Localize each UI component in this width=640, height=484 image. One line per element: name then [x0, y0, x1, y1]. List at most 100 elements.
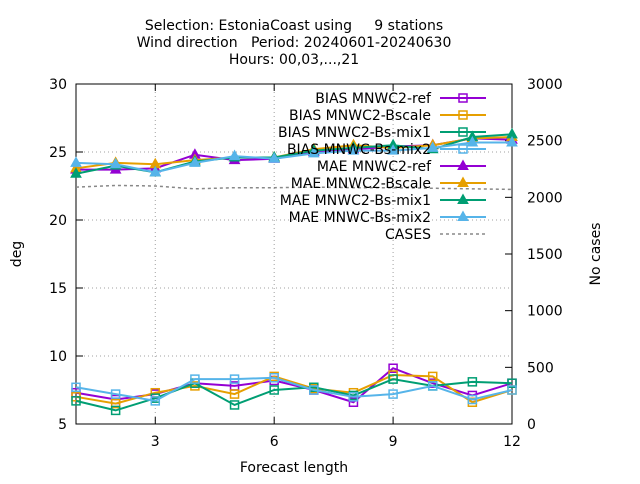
- title-line: Wind direction Period: 20240601-20240630: [137, 35, 452, 51]
- title-line: Selection: EstoniaCoast using 9 stations: [145, 18, 443, 34]
- legend-entry: BIAS MNWC2-Bs-mix1: [278, 125, 486, 141]
- data-point: [110, 398, 121, 409]
- legend-label: BIAS MNWC-Bs-mix2: [287, 142, 431, 158]
- legend-label: CASES: [385, 227, 431, 243]
- legend-swatch-marker: [458, 144, 468, 154]
- data-point: [388, 363, 398, 373]
- data-point: [506, 135, 518, 147]
- data-point: [70, 156, 82, 167]
- legend-entry: MAE MNWC2-Bs-mix1: [280, 193, 486, 209]
- x-axis-label: Forecast length: [240, 460, 348, 476]
- data-point: [388, 374, 398, 384]
- series-mae-mnwc-bs-mix2: [70, 135, 518, 177]
- legend-label: MAE MNWC2-Bs-mix1: [280, 193, 431, 209]
- legend-entry: MAE MNWC2-Bscale: [291, 176, 486, 192]
- legend-label: BIAS MNWC2-ref: [315, 91, 432, 107]
- y-tick-label: 5: [58, 417, 67, 433]
- legend-swatch-marker: [457, 210, 469, 221]
- y2-tick-label: 2000: [527, 190, 563, 206]
- data-point: [110, 405, 121, 416]
- legend-swatch-marker: [457, 193, 469, 204]
- series-line: [75, 376, 513, 402]
- y-tick-label: 25: [49, 145, 67, 161]
- legend-entry: BIAS MNWC-Bs-mix2: [287, 142, 486, 158]
- y2-tick-label: 0: [527, 417, 536, 433]
- data-point: [387, 144, 399, 155]
- x-tick-label: 6: [270, 434, 279, 450]
- data-point: [269, 373, 279, 383]
- y-tick-label: 15: [49, 281, 67, 297]
- y2-axis-label: No cases: [588, 223, 604, 286]
- data-point: [228, 149, 241, 161]
- y2-tick-label: 1500: [527, 247, 563, 263]
- title-line: Hours: 00,03,...,21: [229, 52, 359, 68]
- legend-swatch-marker: [458, 127, 468, 137]
- y-axis-label: deg: [9, 241, 25, 267]
- legend-label: BIAS MNWC2-Bs-mix1: [278, 125, 431, 141]
- data-point: [149, 165, 162, 177]
- legend-entry: BIAS MNWC2-Bscale: [289, 108, 486, 124]
- data-point: [466, 135, 479, 147]
- data-point: [229, 374, 240, 384]
- series-line: [75, 184, 513, 191]
- data-point: [348, 392, 359, 402]
- data-point: [426, 141, 439, 152]
- data-point: [189, 156, 201, 167]
- legend-label: MAE MNWC-Bs-mix2: [289, 210, 431, 226]
- y-tick-label: 20: [49, 213, 67, 229]
- data-point: [467, 377, 478, 387]
- x-tick-label: 9: [389, 434, 398, 450]
- series-bias-mnwc2-bs-mix1: [71, 374, 517, 416]
- legend-swatch-marker: [457, 176, 469, 187]
- series-line: [75, 141, 512, 174]
- chart-title: Selection: EstoniaCoast using 9 stations…: [137, 18, 452, 68]
- data-point: [427, 381, 438, 391]
- data-point: [507, 385, 517, 395]
- data-point: [309, 385, 319, 395]
- series-layer: [70, 127, 518, 416]
- data-point: [268, 152, 281, 163]
- data-point: [71, 382, 81, 393]
- y-tick-label: 30: [49, 77, 67, 93]
- legend-entry: MAE MNWC-Bs-mix2: [289, 210, 486, 226]
- legend-entry: BIAS MNWC2-ref: [315, 91, 486, 107]
- series-bias-mnwc-bs-mix2: [71, 373, 517, 406]
- data-point: [307, 146, 320, 158]
- data-point: [70, 167, 82, 178]
- series-bias-mnwc2-ref: [71, 363, 517, 407]
- data-point: [190, 374, 200, 384]
- legend-label: MAE MNWC2-Bscale: [291, 176, 431, 192]
- data-point: [71, 396, 81, 406]
- data-point: [229, 389, 240, 399]
- data-point: [109, 157, 122, 169]
- y2-tick-label: 500: [527, 360, 554, 376]
- data-point: [347, 144, 360, 155]
- data-point: [427, 371, 438, 382]
- y2-tick-label: 3000: [527, 77, 563, 93]
- data-point: [467, 394, 478, 405]
- y-tick-label: 10: [49, 349, 67, 365]
- data-point: [110, 389, 121, 399]
- legend-swatch-marker: [458, 93, 468, 103]
- y2-tick-label: 2500: [527, 134, 563, 150]
- data-point: [388, 389, 398, 399]
- series-line: [75, 374, 513, 405]
- legend-label: BIAS MNWC2-Bscale: [289, 108, 431, 124]
- data-point: [348, 397, 359, 407]
- x-tick-label: 12: [503, 434, 521, 450]
- legend-entry: CASES: [385, 227, 486, 243]
- legend-swatch-marker: [458, 110, 468, 120]
- series-cases: [75, 184, 513, 191]
- legend-swatch-marker: [457, 159, 469, 170]
- data-point: [229, 400, 240, 410]
- y2-tick-label: 1000: [527, 304, 563, 320]
- x-tick-label: 3: [151, 434, 160, 450]
- data-point: [269, 385, 279, 395]
- axes: 3 6 9 12 5 10 15 20 25 30 0 500 1000 1500 2000 2500 3000: [49, 77, 562, 450]
- data-point: [150, 396, 161, 406]
- data-point: [507, 378, 517, 388]
- legend-entry: MAE MNWC2-ref: [317, 159, 486, 175]
